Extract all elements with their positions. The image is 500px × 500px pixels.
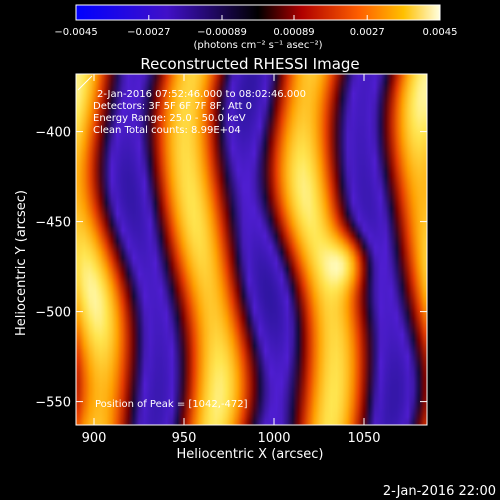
- heatmap-image: [76, 74, 427, 425]
- colorbar: [75, 4, 441, 21]
- colorbar-tick-label: 0.0045: [423, 27, 458, 38]
- annotation-time: 2-Jan-2016 07:52:46.000 to 08:02:46.000: [97, 89, 306, 100]
- x-tick-label: 1000: [257, 431, 290, 446]
- annotation-block: 2-Jan-2016 07:52:46.000 to 08:02:46.000 …: [93, 89, 306, 136]
- annotation-detectors: Detectors: 3F 5F 6F 7F 8F, Att 0: [93, 101, 252, 112]
- limb-line: [77, 75, 93, 91]
- footer-date: 2-Jan-2016 22:00: [383, 484, 496, 499]
- y-axis-label: Heliocentric Y (arcsec): [14, 190, 29, 336]
- y-tick-label: −400: [35, 126, 71, 141]
- y-tick-label: −550: [35, 396, 71, 411]
- colorbar-tick-label: −0.0045: [54, 27, 97, 38]
- colorbar-tick-label: −0.00089: [197, 27, 247, 38]
- plot-frame: [75, 73, 428, 426]
- annotation-clean: Clean Total counts: 8.99E+04: [93, 125, 241, 136]
- y-tick-label: −450: [35, 216, 71, 231]
- peak-position-label: Position of Peak = [1042,-472]: [95, 399, 248, 410]
- colorbar-tick-label: 0.0027: [350, 27, 385, 38]
- chart-title: Reconstructed RHESSI Image: [140, 55, 359, 73]
- colorbar-unit-label: (photons cm⁻² s⁻¹ asec⁻²): [193, 40, 322, 51]
- colorbar-ticks: −0.0045 −0.0027 −0.00089 0.00089 0.0027 0.004…: [54, 15, 458, 38]
- y-tick-label: −500: [35, 306, 71, 321]
- x-tick-label: 1050: [347, 431, 380, 446]
- annotation-energy: Energy Range: 25.0 - 50.0 keV: [93, 113, 246, 124]
- colorbar-tick-label: 0.00089: [273, 27, 314, 38]
- x-axis-ticks: 900 950 1000 1050: [82, 74, 381, 446]
- x-tick-label: 900: [82, 431, 107, 446]
- y-axis-ticks: −550 −500 −450 −400: [35, 126, 427, 411]
- colorbar-tick-label: −0.0027: [127, 27, 170, 38]
- x-tick-label: 950: [172, 431, 197, 446]
- x-axis-label: Heliocentric X (arcsec): [177, 447, 324, 462]
